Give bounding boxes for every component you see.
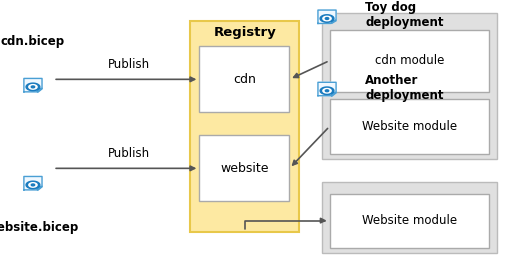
Bar — [330, 30, 489, 92]
Text: Registry: Registry — [213, 26, 276, 39]
Bar — [330, 99, 489, 154]
Text: cdn: cdn — [233, 73, 256, 86]
Polygon shape — [29, 85, 37, 89]
Bar — [199, 46, 289, 112]
Polygon shape — [26, 83, 40, 91]
Text: Website module: Website module — [362, 214, 457, 227]
Polygon shape — [325, 90, 329, 92]
Bar — [330, 194, 489, 248]
Polygon shape — [323, 88, 331, 93]
Text: Publish: Publish — [108, 147, 151, 160]
Text: Toy dog
deployment: Toy dog deployment — [365, 2, 444, 29]
Bar — [322, 13, 497, 159]
Polygon shape — [37, 88, 42, 92]
Text: website.bicep: website.bicep — [0, 221, 79, 233]
Text: Website module: Website module — [362, 120, 457, 133]
Polygon shape — [29, 183, 37, 187]
Polygon shape — [323, 16, 331, 21]
Text: website: website — [220, 162, 269, 175]
Bar — [322, 182, 497, 253]
Polygon shape — [24, 176, 42, 190]
Polygon shape — [24, 78, 42, 92]
Text: cdn module: cdn module — [375, 54, 444, 67]
Polygon shape — [26, 181, 40, 189]
Polygon shape — [31, 184, 34, 186]
Polygon shape — [318, 10, 336, 23]
Polygon shape — [331, 92, 336, 96]
Polygon shape — [320, 15, 334, 22]
Polygon shape — [318, 82, 336, 96]
Text: cdn.bicep: cdn.bicep — [1, 35, 65, 48]
Text: Another
deployment: Another deployment — [365, 74, 444, 102]
Bar — [199, 135, 289, 201]
Polygon shape — [320, 87, 334, 94]
Bar — [190, 21, 299, 232]
Polygon shape — [331, 20, 336, 23]
Polygon shape — [37, 186, 42, 190]
Polygon shape — [325, 18, 329, 19]
Polygon shape — [31, 86, 34, 88]
Text: Publish: Publish — [108, 58, 151, 71]
